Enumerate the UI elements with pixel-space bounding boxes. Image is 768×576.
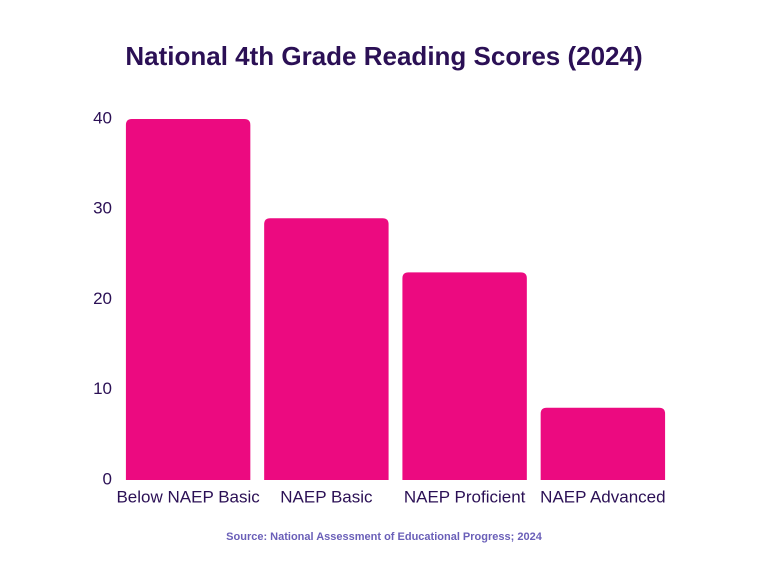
y-tick-label: 20 <box>93 289 112 308</box>
y-tick-label: 30 <box>93 199 112 218</box>
x-tick-label: NAEP Basic <box>280 487 373 506</box>
x-tick-label: Below NAEP Basic <box>116 487 260 506</box>
bar <box>125 119 251 480</box>
x-tick-label: NAEP Advanced <box>540 487 665 506</box>
y-tick-label: 0 <box>103 469 112 488</box>
x-tick-label: NAEP Proficient <box>404 487 526 506</box>
bar <box>264 218 389 480</box>
chart-title: National 4th Grade Reading Scores (2024) <box>125 41 642 71</box>
y-tick-label: 40 <box>93 108 112 127</box>
bar <box>402 272 527 480</box>
bar <box>540 407 666 480</box>
source-note: Source: National Assessment of Education… <box>226 531 543 543</box>
y-tick-label: 10 <box>93 379 112 398</box>
